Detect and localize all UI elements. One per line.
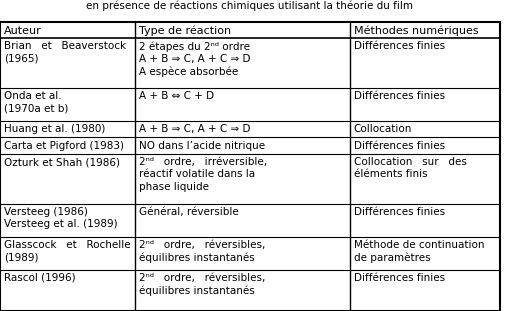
Text: Versteeg (1986)
Versteeg et al. (1989): Versteeg (1986) Versteeg et al. (1989) bbox=[4, 207, 118, 229]
Text: 2ⁿᵈ   ordre,   irréversible,
réactif volatile dans la
phase liquide: 2ⁿᵈ ordre, irréversible, réactif volatil… bbox=[139, 157, 267, 192]
Text: Huang et al. (1980): Huang et al. (1980) bbox=[4, 124, 105, 134]
Text: Glasscock   et   Rochelle
(1989): Glasscock et Rochelle (1989) bbox=[4, 240, 131, 262]
Text: Différences finies: Différences finies bbox=[354, 207, 445, 217]
Text: Onda et al.
(1970a et b): Onda et al. (1970a et b) bbox=[4, 91, 68, 114]
Text: Ozturk et Shah (1986): Ozturk et Shah (1986) bbox=[4, 157, 120, 167]
Text: 2 étapes du 2ⁿᵈ ordre
A + B ⇒ C, A + C ⇒ D
A espèce absorbée: 2 étapes du 2ⁿᵈ ordre A + B ⇒ C, A + C ⇒… bbox=[139, 41, 250, 77]
Text: 2ⁿᵈ   ordre,   réversibles,
équilibres instantanés: 2ⁿᵈ ordre, réversibles, équilibres insta… bbox=[139, 240, 265, 263]
Text: Brian   et   Beaverstock
(1965): Brian et Beaverstock (1965) bbox=[4, 41, 126, 64]
Text: Différences finies: Différences finies bbox=[354, 273, 445, 283]
Text: Auteur: Auteur bbox=[4, 26, 42, 35]
Text: NO dans l’acide nitrique: NO dans l’acide nitrique bbox=[139, 141, 265, 151]
Text: Collocation: Collocation bbox=[354, 124, 412, 134]
Text: Collocation   sur   des
éléments finis: Collocation sur des éléments finis bbox=[354, 157, 467, 179]
Text: Carta et Pigford (1983): Carta et Pigford (1983) bbox=[4, 141, 124, 151]
Text: Différences finies: Différences finies bbox=[354, 41, 445, 51]
Text: Différences finies: Différences finies bbox=[354, 141, 445, 151]
Text: Général, réversible: Général, réversible bbox=[139, 207, 238, 217]
Text: 2ⁿᵈ   ordre,   réversibles,
équilibres instantanés: 2ⁿᵈ ordre, réversibles, équilibres insta… bbox=[139, 273, 265, 296]
Text: Rascol (1996): Rascol (1996) bbox=[4, 273, 76, 283]
Text: A + B ⇒ C, A + C ⇒ D: A + B ⇒ C, A + C ⇒ D bbox=[139, 124, 250, 134]
Text: en présence de réactions chimiques utilisant la théorie du film: en présence de réactions chimiques utili… bbox=[86, 1, 413, 11]
Text: Méthodes numériques: Méthodes numériques bbox=[354, 26, 479, 36]
Text: Méthode de continuation
de paramètres: Méthode de continuation de paramètres bbox=[354, 240, 484, 263]
Text: Type de réaction: Type de réaction bbox=[139, 26, 231, 36]
Text: A + B ⇔ C + D: A + B ⇔ C + D bbox=[139, 91, 214, 101]
Text: Différences finies: Différences finies bbox=[354, 91, 445, 101]
